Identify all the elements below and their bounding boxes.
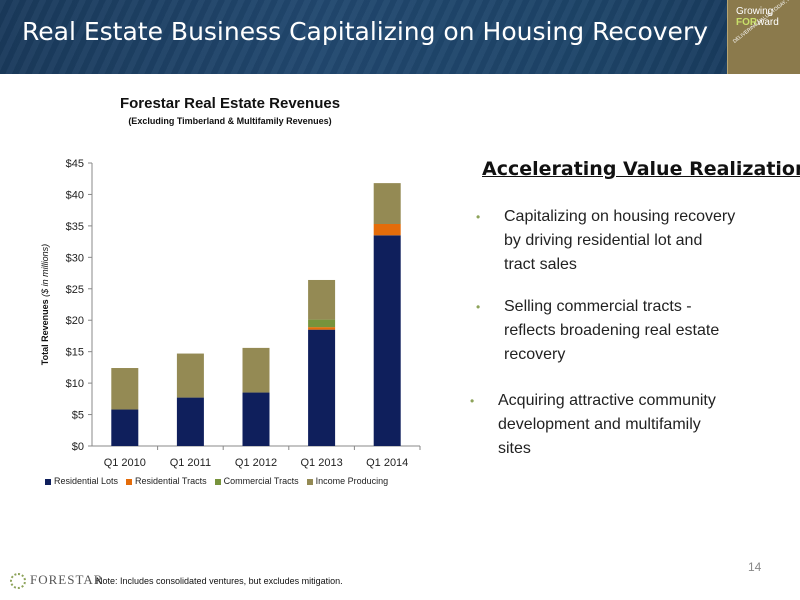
bullet-item: • Acquiring attractive community developme…	[470, 389, 716, 461]
growing-forward-logo: Growing FORward DELIVERING VALUE TODAY, …	[727, 0, 800, 74]
y-axis-label: Total Revenues ($ in millions)	[40, 244, 50, 365]
bar-segment-income-producing	[242, 347, 270, 393]
y-tick-label: $30	[66, 252, 84, 264]
bar-segment-residential-lots	[111, 409, 139, 446]
chart-legend: Residential Lots Residential Tracts Commer…	[45, 476, 396, 486]
bar-segment-residential-tracts	[373, 224, 401, 236]
bullet-dot-icon: •	[470, 394, 475, 408]
legend-item: Residential Tracts	[126, 476, 207, 486]
bar-segment-residential-lots	[373, 235, 401, 446]
chart-title: Forestar Real Estate Revenues	[119, 95, 341, 112]
y-tick-label: $0	[72, 441, 84, 453]
bullet-dot-icon: •	[476, 210, 481, 224]
bullet-line: Acquiring attractive community	[498, 392, 716, 409]
y-tick-label: $20	[66, 315, 84, 327]
legend-label: Commercial Tracts	[223, 476, 299, 486]
legend-label: Income Producing	[315, 476, 389, 486]
forestar-leaf-icon	[10, 573, 26, 590]
bullet-line: Capitalizing on housing recovery	[504, 208, 736, 225]
legend-swatch	[306, 478, 313, 485]
footer-note: Note: Includes consolidated ventures, bu…	[96, 576, 343, 586]
x-tick-label: Q1 2014	[366, 457, 408, 469]
bullet-line: recovery	[504, 346, 566, 363]
bullet-line: reflects broadening real estate	[504, 322, 720, 339]
bullet-line: by driving residential lot and	[504, 232, 703, 249]
bar-segment-income-producing	[111, 368, 139, 410]
forestar-logo: FORESTAR	[10, 572, 103, 590]
legend-swatch	[126, 478, 133, 485]
bullet-line: tract sales	[504, 256, 577, 273]
slide-title: Real Estate Business Capitalizing on Hou…	[22, 17, 709, 46]
x-tick-label: Q1 2013	[300, 457, 342, 469]
bar-segment-commercial-tracts	[308, 319, 336, 328]
bar-segment-residential-tracts	[308, 327, 336, 330]
chart-subtitle: (Excluding Timberland & Multifamily Reve…	[128, 116, 332, 126]
legend-label: Residential Lots	[54, 476, 119, 486]
bullet-line: development and multifamily	[498, 416, 701, 433]
y-tick-label: $40	[66, 189, 84, 201]
legend-swatch	[45, 478, 51, 485]
legend-item: Commercial Tracts	[214, 476, 299, 486]
bar-segment-residential-lots	[242, 392, 270, 446]
bullet-item: • Capitalizing on housing recovery by driv…	[476, 205, 736, 277]
y-tick-label: $5	[72, 410, 84, 422]
bullet-dot-icon: •	[476, 300, 481, 314]
bar-segment-income-producing	[373, 183, 401, 225]
bar-segment-income-producing	[308, 279, 336, 320]
x-tick-label: Q1 2010	[104, 457, 146, 469]
bar-segment-residential-lots	[308, 329, 336, 446]
slide-header: Real Estate Business Capitalizing on Hou…	[0, 0, 800, 74]
bullet-item: • Selling commercial tracts - reflects bro…	[476, 295, 720, 367]
y-tick-label: $35	[66, 221, 84, 233]
legend-item: Income Producing	[306, 476, 389, 486]
legend-label: Residential Tracts	[135, 476, 207, 486]
bullet-line: sites	[498, 440, 531, 457]
y-tick-label: $15	[66, 347, 84, 359]
logo-line-2: FORward	[736, 17, 779, 28]
logo-line-1: Growing	[736, 6, 774, 17]
bullet-line: Selling commercial tracts -	[504, 298, 692, 315]
y-tick-label: $45	[66, 158, 84, 170]
right-heading: Accelerating Value Realization	[482, 158, 800, 180]
y-tick-label: $25	[66, 284, 84, 296]
y-tick-label: $10	[66, 378, 84, 390]
page-number: 14	[748, 560, 762, 574]
x-tick-label: Q1 2011	[170, 457, 211, 469]
bar-segment-income-producing	[176, 353, 204, 398]
x-tick-label: Q1 2012	[235, 457, 277, 469]
legend-item: Residential Lots	[45, 476, 118, 486]
legend-swatch	[214, 478, 221, 485]
bar-segment-residential-lots	[176, 397, 204, 446]
revenue-bar-chart: $0 $5 $10 $15 $20 $25 $30 $35 $40 $45 Total Revenu…	[40, 158, 421, 469]
